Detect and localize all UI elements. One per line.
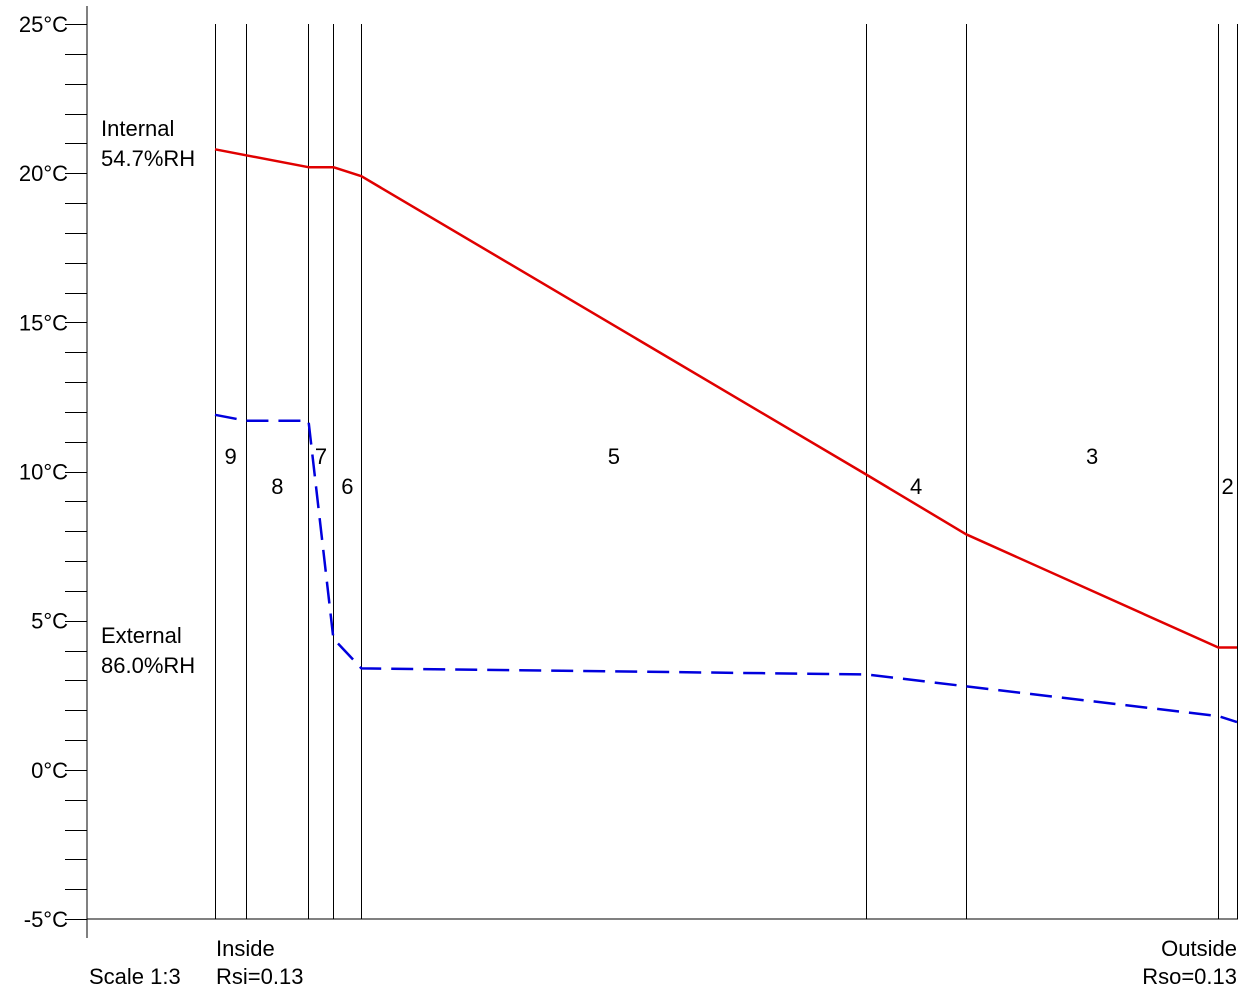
layer-label: 5 — [608, 444, 620, 469]
layer-label: 7 — [315, 444, 327, 469]
y-tick-label: 25°C — [19, 12, 68, 37]
rsi-label: Rsi=0.13 — [216, 964, 303, 989]
layer-label: 2 — [1222, 474, 1234, 499]
external-label: External — [101, 623, 182, 648]
y-tick-label: 5°C — [31, 609, 68, 634]
scale-label: Scale 1:3 — [89, 964, 181, 989]
rso-label: Rso=0.13 — [1142, 964, 1237, 989]
series-group — [214, 148, 1238, 724]
internal-label: Internal — [101, 116, 174, 141]
internal-rh: 54.7%RH — [101, 146, 195, 171]
y-tick-label: 15°C — [19, 310, 68, 335]
layer-labels: 9 8 76 5 4 3 2 — [224, 444, 1233, 499]
temperature-line — [214, 148, 1237, 649]
y-tick-label: 0°C — [31, 758, 68, 783]
y-tick-label: 10°C — [19, 460, 68, 485]
layer-label: 9 — [224, 444, 236, 469]
layer-label: 6 — [341, 474, 353, 499]
dewpoint-line — [214, 413, 1238, 724]
y-axis: 25°C 20°C 15°C 10°C 5°C 0°C -5°C — [19, 6, 1238, 938]
layer-label: 8 — [271, 474, 283, 499]
outside-label: Outside — [1161, 936, 1237, 961]
layer-boundaries — [215, 24, 1238, 919]
inside-label: Inside — [216, 936, 275, 961]
y-tick-label: -5°C — [24, 907, 68, 932]
external-rh: 86.0%RH — [101, 653, 195, 678]
layer-label: 3 — [1086, 444, 1098, 469]
layer-label: 4 — [910, 474, 922, 499]
y-tick-label: 20°C — [19, 161, 68, 186]
